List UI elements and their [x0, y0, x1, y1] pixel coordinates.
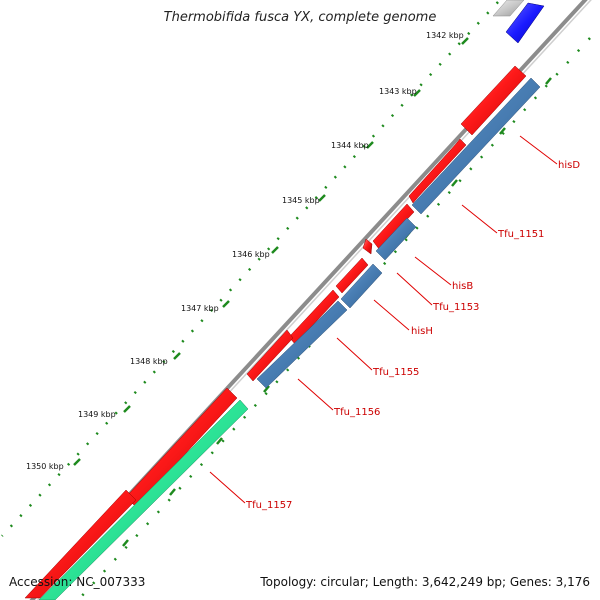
- gene-label-hisH: hisH: [411, 326, 433, 337]
- scale-label: 1350 kbp: [26, 462, 64, 471]
- genome-summary-text: Topology: circular; Length: 3,642,249 bp…: [260, 575, 590, 589]
- scale-label: 1346 kbp: [232, 250, 270, 259]
- outer-major-ticks: [73, 37, 469, 466]
- scale-label: 1345 kbp: [282, 196, 320, 205]
- scale-label: 1344 kbp: [331, 141, 369, 150]
- gene-labels: hisD Tfu_1151 hisB Tfu_1153 hisH Tfu_115…: [245, 160, 580, 511]
- scale-labels: 1342 kbp 1343 kbp 1344 kbp 1345 kbp 1346…: [26, 31, 464, 471]
- scale-label: 1347 kbp: [181, 304, 219, 313]
- scale-label: 1349 kbp: [78, 410, 116, 419]
- scale-label: 1343 kbp: [379, 87, 417, 96]
- gene-label-tfu-1151: Tfu_1151: [497, 229, 544, 240]
- scale-label: 1342 kbp: [426, 31, 464, 40]
- map-title: Thermobifida fusca YX, complete genome: [163, 10, 437, 25]
- cds-track-red: [24, 65, 527, 599]
- scale-label: 1348 kbp: [130, 357, 168, 366]
- gene-track-green: [38, 399, 249, 600]
- outer-dotted-ring: [1, 1, 499, 537]
- feature-grey: [492, 0, 525, 17]
- label-leaders: [209, 135, 558, 504]
- gene-label-hisD: hisD: [558, 160, 580, 171]
- gene-label-hisB: hisB: [452, 281, 473, 292]
- gene-label-tfu-1157: Tfu_1157: [245, 500, 292, 511]
- gene-track-blue: [256, 77, 541, 389]
- gene-label-tfu-1155: Tfu_1155: [372, 367, 419, 378]
- accession-text: Accession: NC_007333: [9, 575, 146, 589]
- gene-label-tfu-1156: Tfu_1156: [333, 407, 380, 418]
- feature-blue: [505, 2, 545, 44]
- gene-label-tfu-1153: Tfu_1153: [432, 302, 479, 313]
